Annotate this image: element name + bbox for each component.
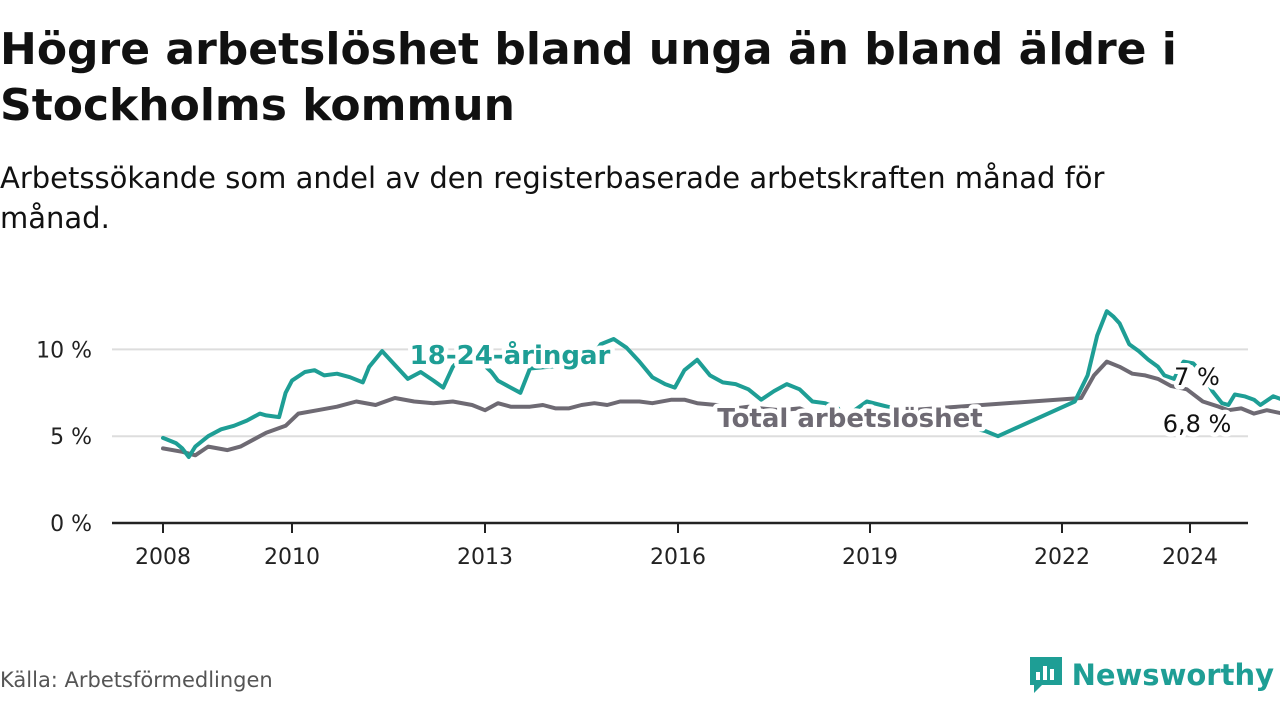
x-tick-label: 2016 <box>650 545 706 570</box>
youth-end-label: 7 % <box>1174 363 1220 391</box>
chart-title: Högre arbetslöshet bland unga än bland ä… <box>0 24 1177 131</box>
bar-chart-speech-icon <box>1029 657 1062 693</box>
brand-logo: Newsworthy <box>1028 654 1274 696</box>
youth-series-line <box>161 309 1280 459</box>
source-note: Källa: Arbetsförmedlingen <box>0 668 273 692</box>
x-tick-label: 2024 <box>1162 545 1218 570</box>
y-tick-label: 0 % <box>50 512 92 537</box>
total-end-label: 6,8 % <box>1163 410 1232 438</box>
youth-series-label: 18-24-åringar <box>410 339 611 371</box>
x-tick-label: 2010 <box>264 545 320 570</box>
chart-subtitle: Arbetssökande som andel av den registerb… <box>0 161 1105 235</box>
y-tick-label: 10 % <box>36 338 92 363</box>
y-tick-label: 5 % <box>50 425 92 450</box>
total-series-label: Total arbetslöshet <box>717 404 982 434</box>
brand-name: Newsworthy <box>1071 658 1274 692</box>
x-tick-label: 2022 <box>1034 545 1090 570</box>
x-tick-label: 2019 <box>842 545 898 570</box>
x-tick-label: 2008 <box>135 545 191 570</box>
total-series-line <box>161 359 1280 458</box>
x-tick-label: 2013 <box>457 545 513 570</box>
